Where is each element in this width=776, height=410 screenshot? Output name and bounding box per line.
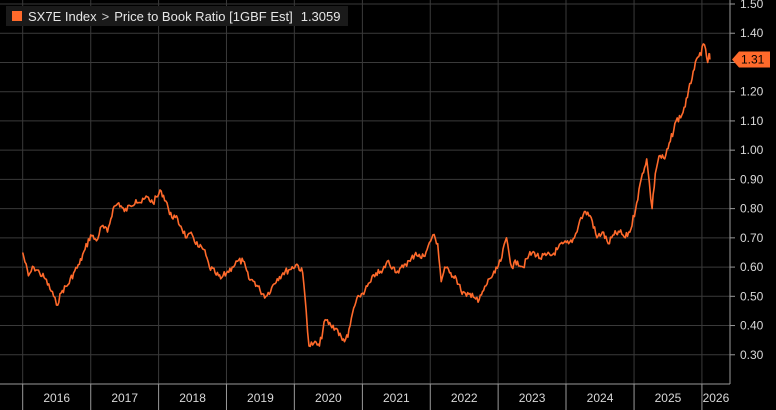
horizontal-gridlines [0,3,730,356]
y-tick-label: 1.10 [740,114,764,128]
y-tick-label: 0.40 [740,319,764,333]
y-tick-label: 0.30 [740,348,764,362]
last-value-tag: 1.31 [732,51,770,68]
y-tick-label: 1.20 [740,85,764,99]
series-line [21,43,711,348]
x-tick-label: 2017 [111,391,138,405]
x-tick-label: 2026 [703,391,730,405]
last-value-tag-shape [732,51,770,68]
x-tick-label: 2024 [587,391,614,405]
legend-ticker: SX7E Index [28,8,97,24]
y-tick-label: 0.60 [740,260,764,274]
x-tick-label: 2019 [247,391,274,405]
legend-last-value: 1.3059 [300,8,341,24]
vertical-gridlines [22,0,703,384]
y-tick-label: 1.50 [740,0,764,11]
y-tick-label: 1.40 [740,26,764,40]
x-tick-label: 2023 [519,391,546,405]
y-tick-label: 0.50 [740,289,764,303]
legend-swatch [12,11,22,21]
x-tick-label: 2020 [315,391,342,405]
x-tick-label: 2018 [179,391,206,405]
x-tick-label: 2022 [451,391,478,405]
y-tick-label: 1.00 [740,143,764,157]
x-tick-label: 2025 [655,391,682,405]
y-tick-label: 0.80 [740,202,764,216]
chart-legend: SX7E Index > Price to Book Ratio [1GBF E… [6,6,349,26]
y-tick-label: 0.90 [740,172,764,186]
x-tick-label: 2016 [43,391,70,405]
y-tick-label: 0.70 [740,231,764,245]
last-value-tag-label: 1.31 [741,53,765,67]
x-tick-label: 2021 [383,391,410,405]
legend-series-label: Price to Book Ratio [1GBF Est] [114,8,293,24]
legend-separator: > [101,8,110,24]
x-axis: 2016 2017 2018 2019 2020 2021 2022 2023 2024 2025… [0,383,730,410]
